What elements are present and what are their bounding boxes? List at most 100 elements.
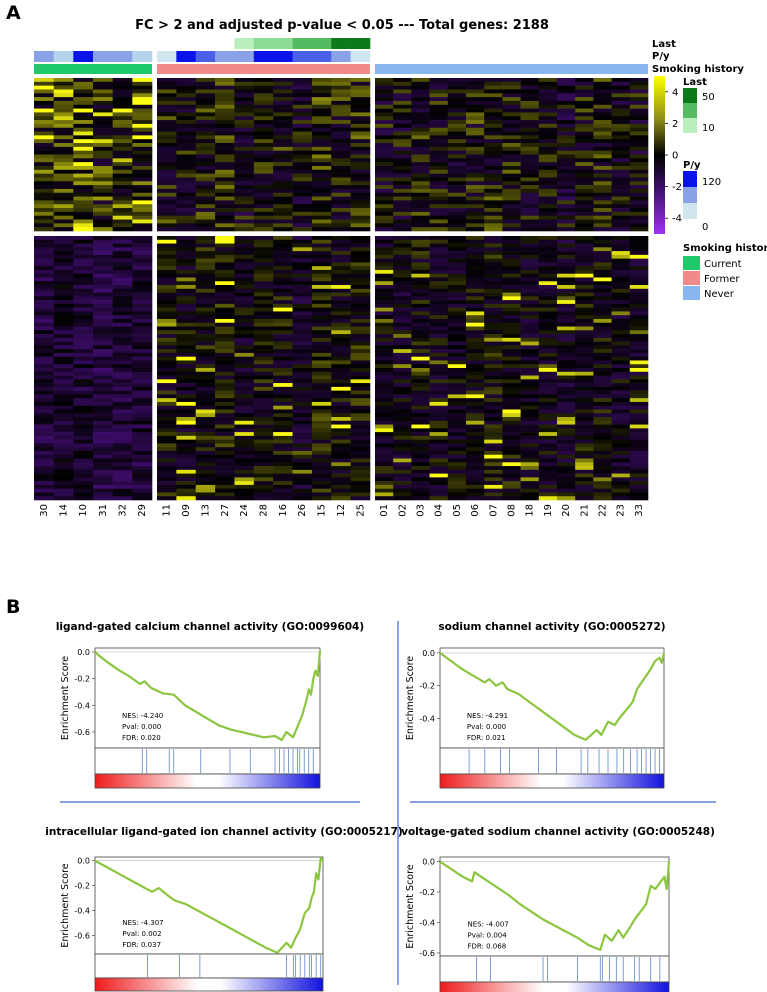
heat-cell: [393, 200, 412, 205]
heat-cell: [132, 116, 153, 121]
heat-cell: [53, 204, 74, 209]
heat-cell: [350, 277, 371, 282]
heat-cell: [311, 473, 332, 478]
heat-cell: [611, 269, 631, 275]
heat-cell: [502, 341, 521, 346]
heat-cell: [176, 318, 197, 324]
heat-cell: [132, 108, 153, 113]
heat-cell: [73, 296, 94, 301]
heat-cell: [311, 262, 332, 267]
heat-cell: [466, 258, 485, 263]
heat-cell: [520, 398, 540, 403]
heat-cell: [557, 143, 576, 148]
heat-cell: [176, 405, 197, 410]
heat-cell: [484, 81, 503, 86]
heat-cell: [195, 97, 216, 102]
heat-cell: [215, 177, 235, 182]
heat-cell: [112, 322, 133, 327]
heat-cell: [593, 269, 612, 275]
heat-cell: [520, 281, 540, 286]
heat-cell: [411, 181, 430, 186]
heat-cell: [273, 219, 293, 224]
heat-cell: [253, 247, 274, 252]
heat-cell: [593, 169, 612, 174]
heat-cell: [466, 169, 485, 174]
heat-cell: [311, 390, 332, 395]
heat-cell: [629, 78, 649, 83]
heat-cell: [429, 104, 449, 109]
heat-cell: [447, 307, 467, 312]
heat-cell: [292, 277, 313, 282]
heat-cell: [34, 258, 54, 263]
heat-cell: [34, 266, 54, 271]
heat-cell: [53, 154, 74, 159]
heat-cell: [393, 379, 412, 384]
heat-cell: [520, 123, 540, 129]
heat-cell: [520, 273, 540, 278]
heat-cell: [350, 146, 371, 151]
heat-cell: [520, 417, 540, 422]
heat-cell: [375, 424, 394, 429]
heat-cell: [557, 454, 576, 459]
heat-cell: [629, 371, 649, 376]
heat-cell: [375, 100, 394, 106]
heat-cell: [593, 496, 612, 501]
heat-cell: [195, 428, 216, 433]
heat-cell: [311, 177, 332, 182]
heat-cell: [611, 100, 631, 106]
heat-cell: [484, 454, 503, 459]
heat-cell: [132, 254, 153, 259]
heat-cell: [484, 277, 503, 282]
heat-cell: [331, 450, 351, 456]
heat-cell: [447, 112, 467, 117]
heat-cell: [112, 181, 133, 186]
heat-cell: [331, 488, 351, 493]
heat-cell: [350, 368, 371, 373]
heat-cell: [350, 196, 371, 201]
heat-cell: [466, 469, 485, 474]
heat-cell: [157, 447, 177, 452]
heat-cell: [466, 269, 485, 275]
heat-cell: [273, 89, 293, 94]
heat-cell: [93, 181, 113, 186]
heat-cell: [393, 447, 412, 452]
heat-cell: [447, 330, 467, 335]
heat-cell: [520, 165, 540, 171]
heat-cell: [157, 93, 177, 98]
heat-cell: [292, 383, 313, 388]
heat-cell: [234, 100, 255, 106]
heat-cell: [112, 315, 133, 320]
heat-cell: [557, 273, 576, 278]
heat-cell: [112, 188, 133, 194]
heat-cell: [502, 439, 521, 444]
heat-cell: [484, 379, 503, 384]
heat-cell: [73, 447, 94, 452]
sample-label-28: 28: [259, 504, 270, 517]
heat-cell: [502, 223, 521, 228]
heat-cell: [195, 352, 216, 357]
heat-cell: [73, 473, 94, 478]
heat-cell: [253, 277, 274, 282]
heat-cell: [611, 181, 631, 186]
heat-cell: [215, 208, 235, 213]
heat-cell: [575, 78, 594, 83]
heat-cell: [484, 104, 503, 109]
heat-cell: [557, 428, 576, 433]
heat-cell: [484, 450, 503, 456]
heat-cell: [331, 322, 351, 327]
heat-cell: [253, 303, 274, 308]
heat-cell: [176, 135, 197, 140]
heat-cell: [484, 154, 503, 159]
heat-cell: [132, 139, 153, 144]
heat-cell: [411, 443, 430, 448]
heat-cell: [484, 251, 503, 256]
heat-cell: [53, 139, 74, 144]
heat-cell: [311, 251, 332, 256]
heat-cell: [311, 352, 332, 357]
heat-cell: [411, 296, 430, 301]
heat-cell: [484, 281, 503, 286]
heat-cell: [331, 405, 351, 410]
heat-cell: [611, 379, 631, 384]
heat-cell: [520, 223, 540, 228]
heat-cell: [157, 181, 177, 186]
